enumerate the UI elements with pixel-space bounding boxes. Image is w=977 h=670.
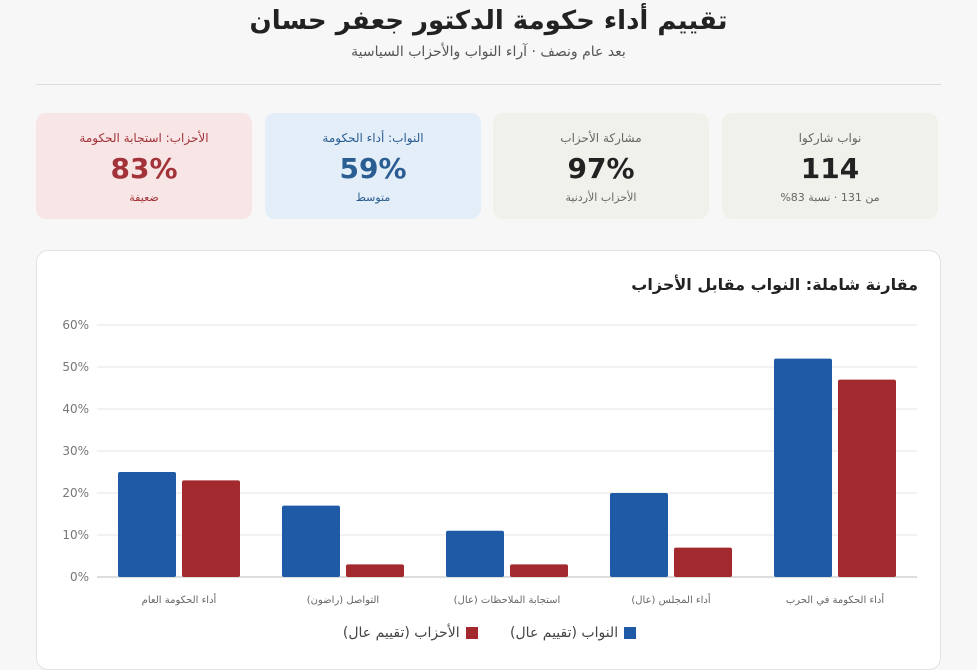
- bar-deputies: [446, 530, 504, 577]
- card-label: الأحزاب: استجابة الحكومة: [79, 131, 209, 145]
- card-value: 83%: [110, 152, 178, 185]
- y-tick-label: 10%: [62, 528, 89, 542]
- chart-title: مقارنة شاملة: النواب مقابل الأحزاب: [631, 275, 918, 294]
- page-header: تقييم أداء حكومة الدكتور جعفر حسان بعد ع…: [0, 0, 977, 60]
- y-tick-label: 30%: [62, 444, 89, 458]
- y-tick-label: 60%: [62, 318, 89, 332]
- card-value: 97%: [567, 152, 635, 185]
- x-tick-label: أداء الحكومة العام: [142, 593, 217, 606]
- bar-parties: [182, 480, 240, 577]
- card-label: النواب: أداء الحكومة: [322, 131, 424, 145]
- y-tick-label: 40%: [62, 402, 89, 416]
- bar-deputies: [610, 493, 668, 577]
- bar-chart: 0% 10% 20% 30% 40% 50% 60% أداء الحكومة في الحر…: [62, 318, 917, 606]
- y-tick-label: 20%: [62, 486, 89, 500]
- legend-item-parties[interactable]: الأحزاب (تقييم عال): [343, 625, 478, 641]
- legend-swatch-deputies: [624, 627, 637, 639]
- legend-label-deputies: النواب (تقييم عال): [510, 625, 619, 641]
- x-tick-label: أداء الحكومة في الحرب: [786, 593, 884, 606]
- card-party-participation: مشاركة الأحزاب 97% الأحزاب الأردنية: [493, 113, 709, 219]
- card-label: نواب شاركوا: [798, 131, 862, 145]
- card-deputies-participated: نواب شاركوا 114 من 131 · نسبة 83%: [722, 113, 938, 219]
- y-tick-label: 50%: [62, 360, 89, 374]
- page-title: تقييم أداء حكومة الدكتور جعفر حسان: [249, 6, 728, 36]
- x-tick-label: التواصل (راضون): [307, 595, 379, 606]
- chart-legend: النواب (تقييم عال) الأحزاب (تقييم عال): [37, 625, 942, 641]
- legend-item-deputies[interactable]: النواب (تقييم عال): [510, 625, 637, 641]
- bar-parties: [346, 564, 404, 577]
- x-tick-label: استجابة الملاحظات (عال): [454, 595, 561, 606]
- card-value: 114: [800, 152, 860, 185]
- card-label: مشاركة الأحزاب: [560, 131, 642, 145]
- card-parties-gov-response: الأحزاب: استجابة الحكومة 83% ضعيفة: [36, 113, 252, 219]
- legend-swatch-parties: [465, 627, 478, 639]
- card-value: 59%: [339, 152, 407, 185]
- bar-deputies: [118, 472, 176, 577]
- card-sub: متوسط: [355, 191, 391, 204]
- chart-panel: مقارنة شاملة: النواب مقابل الأحزاب 0% 10%…: [36, 250, 941, 670]
- bar-parties: [674, 547, 732, 577]
- bar-deputies: [282, 505, 340, 577]
- card-sub: الأحزاب الأردنية: [565, 191, 637, 204]
- legend-label-parties: الأحزاب (تقييم عال): [342, 625, 460, 641]
- bar-deputies: [774, 358, 832, 577]
- x-tick-label: أداء المجلس (عال): [631, 593, 710, 606]
- card-sub: ضعيفة: [129, 191, 159, 204]
- y-tick-label: 0%: [70, 570, 89, 584]
- kpi-cards: نواب شاركوا 114 من 131 · نسبة 83% مشاركة…: [36, 113, 941, 223]
- page-subtitle: بعد عام ونصف · آراء النواب والأحزاب السي…: [351, 44, 626, 60]
- bar-parties: [510, 564, 568, 577]
- card-sub: من 131 · نسبة 83%: [780, 191, 880, 204]
- card-deputies-gov-performance: النواب: أداء الحكومة 59% متوسط: [265, 113, 481, 219]
- header-divider: [36, 84, 941, 85]
- bar-parties: [838, 379, 896, 577]
